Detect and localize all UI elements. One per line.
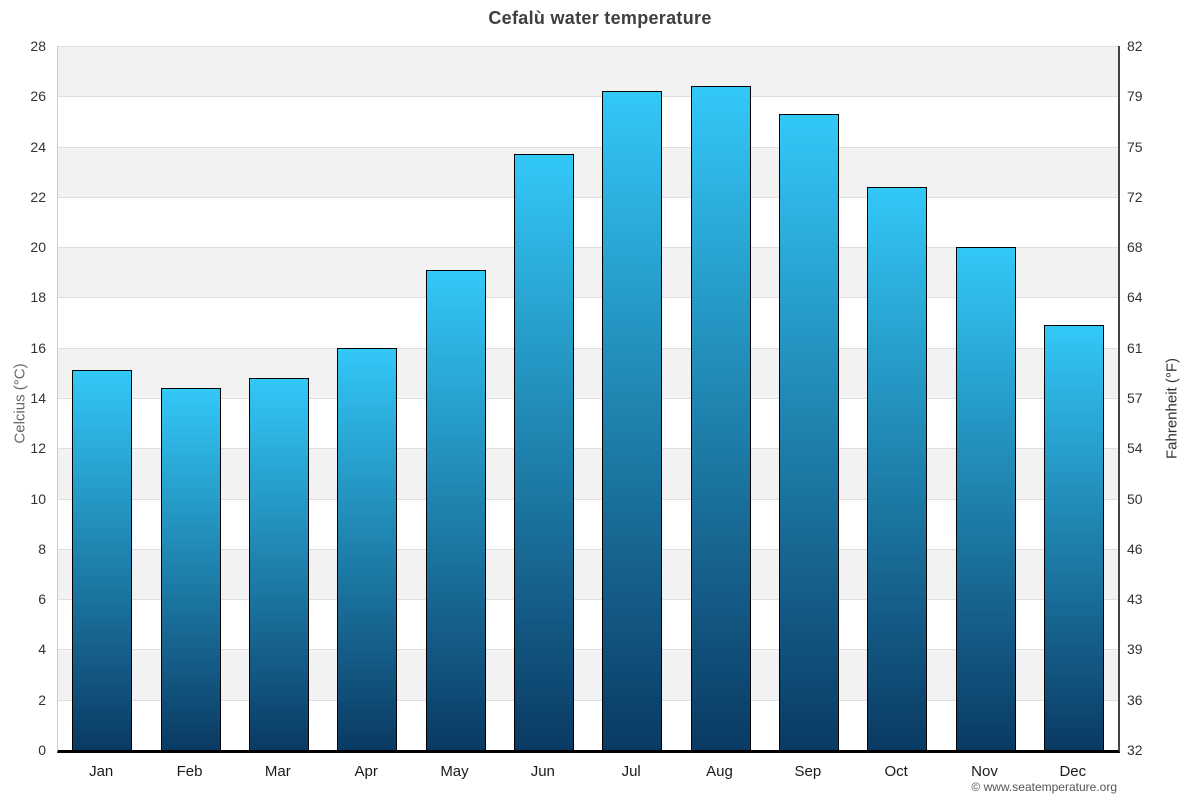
gridline — [58, 247, 1118, 249]
fahrenheit-tick-label: 68 — [1127, 239, 1143, 256]
plot-band — [58, 649, 1118, 700]
month-label-mar: Mar — [264, 763, 291, 780]
plot-band — [58, 196, 1118, 248]
fahrenheit-tick-label: 32 — [1127, 742, 1143, 758]
gridline — [58, 398, 1118, 399]
celsius-tick-label: 2 — [38, 691, 46, 708]
month-label-feb: Feb — [176, 763, 203, 780]
fahrenheit-tick-label: 72 — [1127, 188, 1143, 205]
bar-sep[interactable] — [778, 113, 839, 750]
month-label-apr: Apr — [354, 763, 378, 780]
celsius-tick-label: 10 — [30, 490, 46, 507]
bar-may[interactable] — [425, 269, 486, 750]
bar-apr[interactable] — [337, 347, 398, 750]
celsius-tick-label: 22 — [30, 188, 46, 205]
celsius-tick-label: 16 — [30, 339, 46, 356]
fahrenheit-tick-label: 82 — [1127, 38, 1143, 54]
bar-nov[interactable] — [955, 247, 1016, 750]
plot-band — [58, 548, 1118, 600]
gridline — [58, 146, 1118, 148]
chart-title: Cefalù water temperature — [488, 8, 712, 28]
fahrenheit-tick-labels: 82 79 75 72 68 64 61 57 54 50 46 43 39 36 32 — [1127, 38, 1187, 758]
bar-dec[interactable] — [1043, 325, 1104, 750]
bar-mar[interactable] — [248, 377, 309, 750]
celsius-tick-label: 20 — [30, 239, 46, 256]
fahrenheit-tick-label: 75 — [1127, 138, 1143, 155]
gridline — [58, 96, 1118, 98]
month-label-oct: Oct — [884, 763, 908, 780]
plot-band — [58, 247, 1118, 298]
celsius-tick-label: 6 — [38, 591, 46, 608]
gridline — [58, 498, 1118, 500]
month-labels: Jan Feb Mar Apr May Jun Jul Aug Sep Oct Nov Dec — [57, 761, 1120, 785]
plot-area — [57, 46, 1120, 753]
gridline — [58, 548, 1118, 550]
plot-band — [58, 699, 1118, 750]
plot-band — [58, 398, 1118, 449]
month-label-nov: Nov — [971, 763, 998, 780]
celsius-tick-label: 14 — [30, 390, 46, 406]
gridline — [58, 649, 1118, 651]
celsius-tick-label: 0 — [38, 742, 46, 758]
month-label-dec: Dec — [1059, 763, 1087, 780]
fahrenheit-tick-label: 36 — [1127, 691, 1143, 708]
plot-band — [58, 347, 1118, 398]
month-label-sep: Sep — [794, 763, 822, 780]
celsius-tick-label: 8 — [38, 540, 46, 557]
fahrenheit-tick-label: 43 — [1127, 591, 1143, 608]
celsius-tick-label: 4 — [38, 641, 46, 658]
celsius-tick-label: 26 — [30, 88, 46, 105]
bar-oct[interactable] — [867, 186, 928, 750]
gridline — [58, 699, 1118, 701]
plot-band — [58, 297, 1118, 348]
bar-jul[interactable] — [602, 91, 663, 750]
celsius-tick-label: 18 — [30, 289, 46, 306]
gridline — [58, 297, 1118, 299]
gridline — [58, 448, 1118, 450]
bar-jan[interactable] — [72, 370, 133, 750]
gridline — [58, 599, 1118, 601]
month-label-aug: Aug — [706, 763, 733, 780]
gridline — [58, 196, 1118, 198]
fahrenheit-tick-label: 64 — [1127, 289, 1143, 306]
fahrenheit-tick-label: 54 — [1127, 440, 1143, 457]
month-label-jul: Jul — [621, 763, 641, 780]
fahrenheit-tick-label: 57 — [1127, 390, 1143, 406]
celsius-tick-labels: 28 26 24 22 20 18 16 14 12 10 8 6 4 2 0 — [2, 38, 50, 758]
celsius-tick-label: 28 — [30, 38, 46, 54]
celsius-tick-label: 12 — [30, 440, 46, 457]
bar-aug[interactable] — [690, 86, 751, 750]
celsius-tick-label: 24 — [30, 138, 46, 155]
plot-band — [58, 46, 1118, 97]
fahrenheit-tick-label: 61 — [1127, 339, 1143, 356]
fahrenheit-tick-label: 39 — [1127, 641, 1143, 658]
fahrenheit-tick-label: 79 — [1127, 88, 1143, 105]
month-label-jan: Jan — [89, 763, 114, 780]
plot-band — [58, 498, 1118, 549]
plot-band — [58, 599, 1118, 650]
gridline — [58, 46, 1118, 47]
plot-band — [58, 448, 1118, 499]
fahrenheit-tick-label: 46 — [1127, 540, 1143, 557]
plot-band — [58, 146, 1118, 197]
bar-feb[interactable] — [160, 387, 221, 750]
month-label-jun: Jun — [530, 763, 555, 780]
month-label-may: May — [440, 763, 469, 780]
gridline — [58, 347, 1118, 349]
fahrenheit-tick-label: 50 — [1127, 490, 1143, 507]
bar-jun[interactable] — [513, 154, 574, 750]
copyright-text: © www.seatemperature.org — [971, 780, 1117, 794]
plot-band — [58, 96, 1118, 147]
